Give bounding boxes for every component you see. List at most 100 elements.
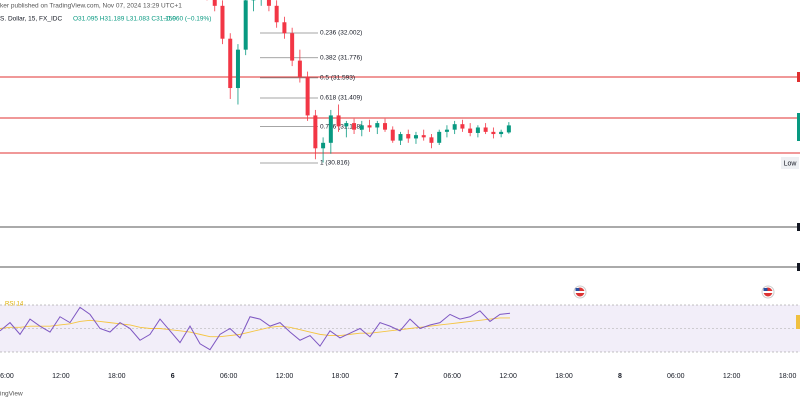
candle-body	[359, 125, 364, 130]
fib-level-label: 0.5 (31.593)	[320, 75, 355, 82]
fib-level-label: 0.382 (31.776)	[320, 54, 362, 61]
candle-body	[212, 0, 217, 6]
price-marker	[796, 315, 800, 329]
candle-body	[274, 5, 279, 23]
candle	[243, 0, 248, 56]
candle	[429, 134, 434, 149]
candle-body	[429, 137, 434, 143]
candle-body	[506, 125, 511, 133]
time-axis-label: 12:00	[276, 373, 294, 380]
fib-level-label: 0.618 (31.409)	[320, 95, 362, 102]
change-text: −0.060 (−0.19%)	[163, 16, 211, 23]
candle-body	[243, 0, 248, 50]
candle-body	[383, 123, 388, 130]
fib-level-label: 1 (30.816)	[320, 160, 350, 167]
candle	[274, 0, 279, 28]
candle	[375, 120, 380, 135]
candle-body	[305, 77, 310, 116]
publisher-text: ker published on TradingView.com, Nov 07…	[0, 3, 182, 10]
candle-body	[406, 134, 411, 139]
rsi-line	[0, 306, 511, 351]
candle-body	[367, 125, 372, 128]
price-marker	[797, 263, 800, 271]
candle-body	[444, 129, 449, 132]
candle-body	[499, 131, 504, 135]
candle-body	[437, 131, 442, 143]
candle-body	[344, 123, 349, 127]
candle	[352, 118, 357, 135]
candle	[282, 16, 287, 39]
fib-level-label: 0.786 (31.148)	[320, 123, 362, 130]
candle-body	[297, 60, 302, 78]
candle	[328, 109, 333, 154]
time-axis-label: 6	[171, 373, 175, 380]
time-axis-label: 12:00	[723, 373, 741, 380]
candle	[468, 123, 473, 137]
candle	[483, 123, 488, 135]
candle	[321, 137, 326, 163]
candle-body	[475, 127, 480, 133]
candle-body	[228, 38, 233, 89]
candle-body	[290, 33, 295, 61]
candle	[297, 49, 302, 83]
candle-body	[375, 123, 380, 128]
time-axis-label: 06:00	[0, 373, 14, 380]
time-axis-label: 7	[394, 373, 398, 380]
event-icon[interactable]	[761, 285, 775, 299]
candle	[367, 119, 372, 132]
candle	[444, 125, 449, 138]
candle	[398, 131, 403, 146]
time-axis-label: 06:00	[220, 373, 238, 380]
time-axis-label: 06:00	[667, 373, 685, 380]
candle-body	[352, 123, 357, 130]
rsi-label: RSI 14	[5, 302, 24, 308]
candle-body	[328, 115, 333, 143]
fib-level-label: 0.236 (32.002)	[320, 30, 362, 37]
candle	[475, 125, 480, 138]
candle	[266, 0, 271, 12]
candle-body	[220, 5, 225, 39]
candle	[383, 118, 388, 132]
candle-body	[491, 131, 496, 135]
event-icon[interactable]	[573, 285, 587, 299]
candle	[260, 0, 262, 6]
candle	[413, 131, 418, 144]
candle	[313, 109, 318, 160]
candle-body	[235, 49, 240, 89]
symbol-text: S. Dollar, 15, FX_IDC	[0, 16, 62, 23]
candle	[359, 120, 364, 137]
candle-body	[282, 22, 287, 34]
price-marker	[797, 72, 800, 82]
price-marker	[797, 113, 800, 141]
candle	[212, 0, 217, 12]
chart-layer: Low	[0, 72, 800, 353]
price-marker	[797, 223, 800, 231]
candle	[344, 120, 349, 138]
candle-body	[321, 142, 326, 149]
time-axis-label: 06:00	[443, 373, 461, 380]
candle-body	[313, 115, 318, 149]
candle-body	[452, 124, 457, 130]
time-axis-label: 18:00	[332, 373, 350, 380]
candle	[460, 119, 465, 132]
candle-body	[421, 135, 426, 138]
candle-body	[398, 134, 403, 141]
time-axis-label: 18:00	[779, 373, 797, 380]
time-axis-label: 12:00	[52, 373, 70, 380]
low-label: Low	[784, 160, 798, 167]
candle-body	[390, 129, 395, 141]
low-badge	[781, 157, 799, 169]
candle-body	[336, 115, 341, 127]
candle	[452, 120, 457, 135]
candle	[437, 129, 442, 146]
candle	[336, 104, 341, 132]
candle-body	[413, 135, 418, 139]
candle	[499, 129, 504, 138]
candle-body	[460, 124, 465, 129]
candle	[220, 0, 225, 45]
time-axis-label: 18:00	[108, 373, 126, 380]
candle	[290, 27, 295, 67]
candle	[406, 129, 411, 143]
